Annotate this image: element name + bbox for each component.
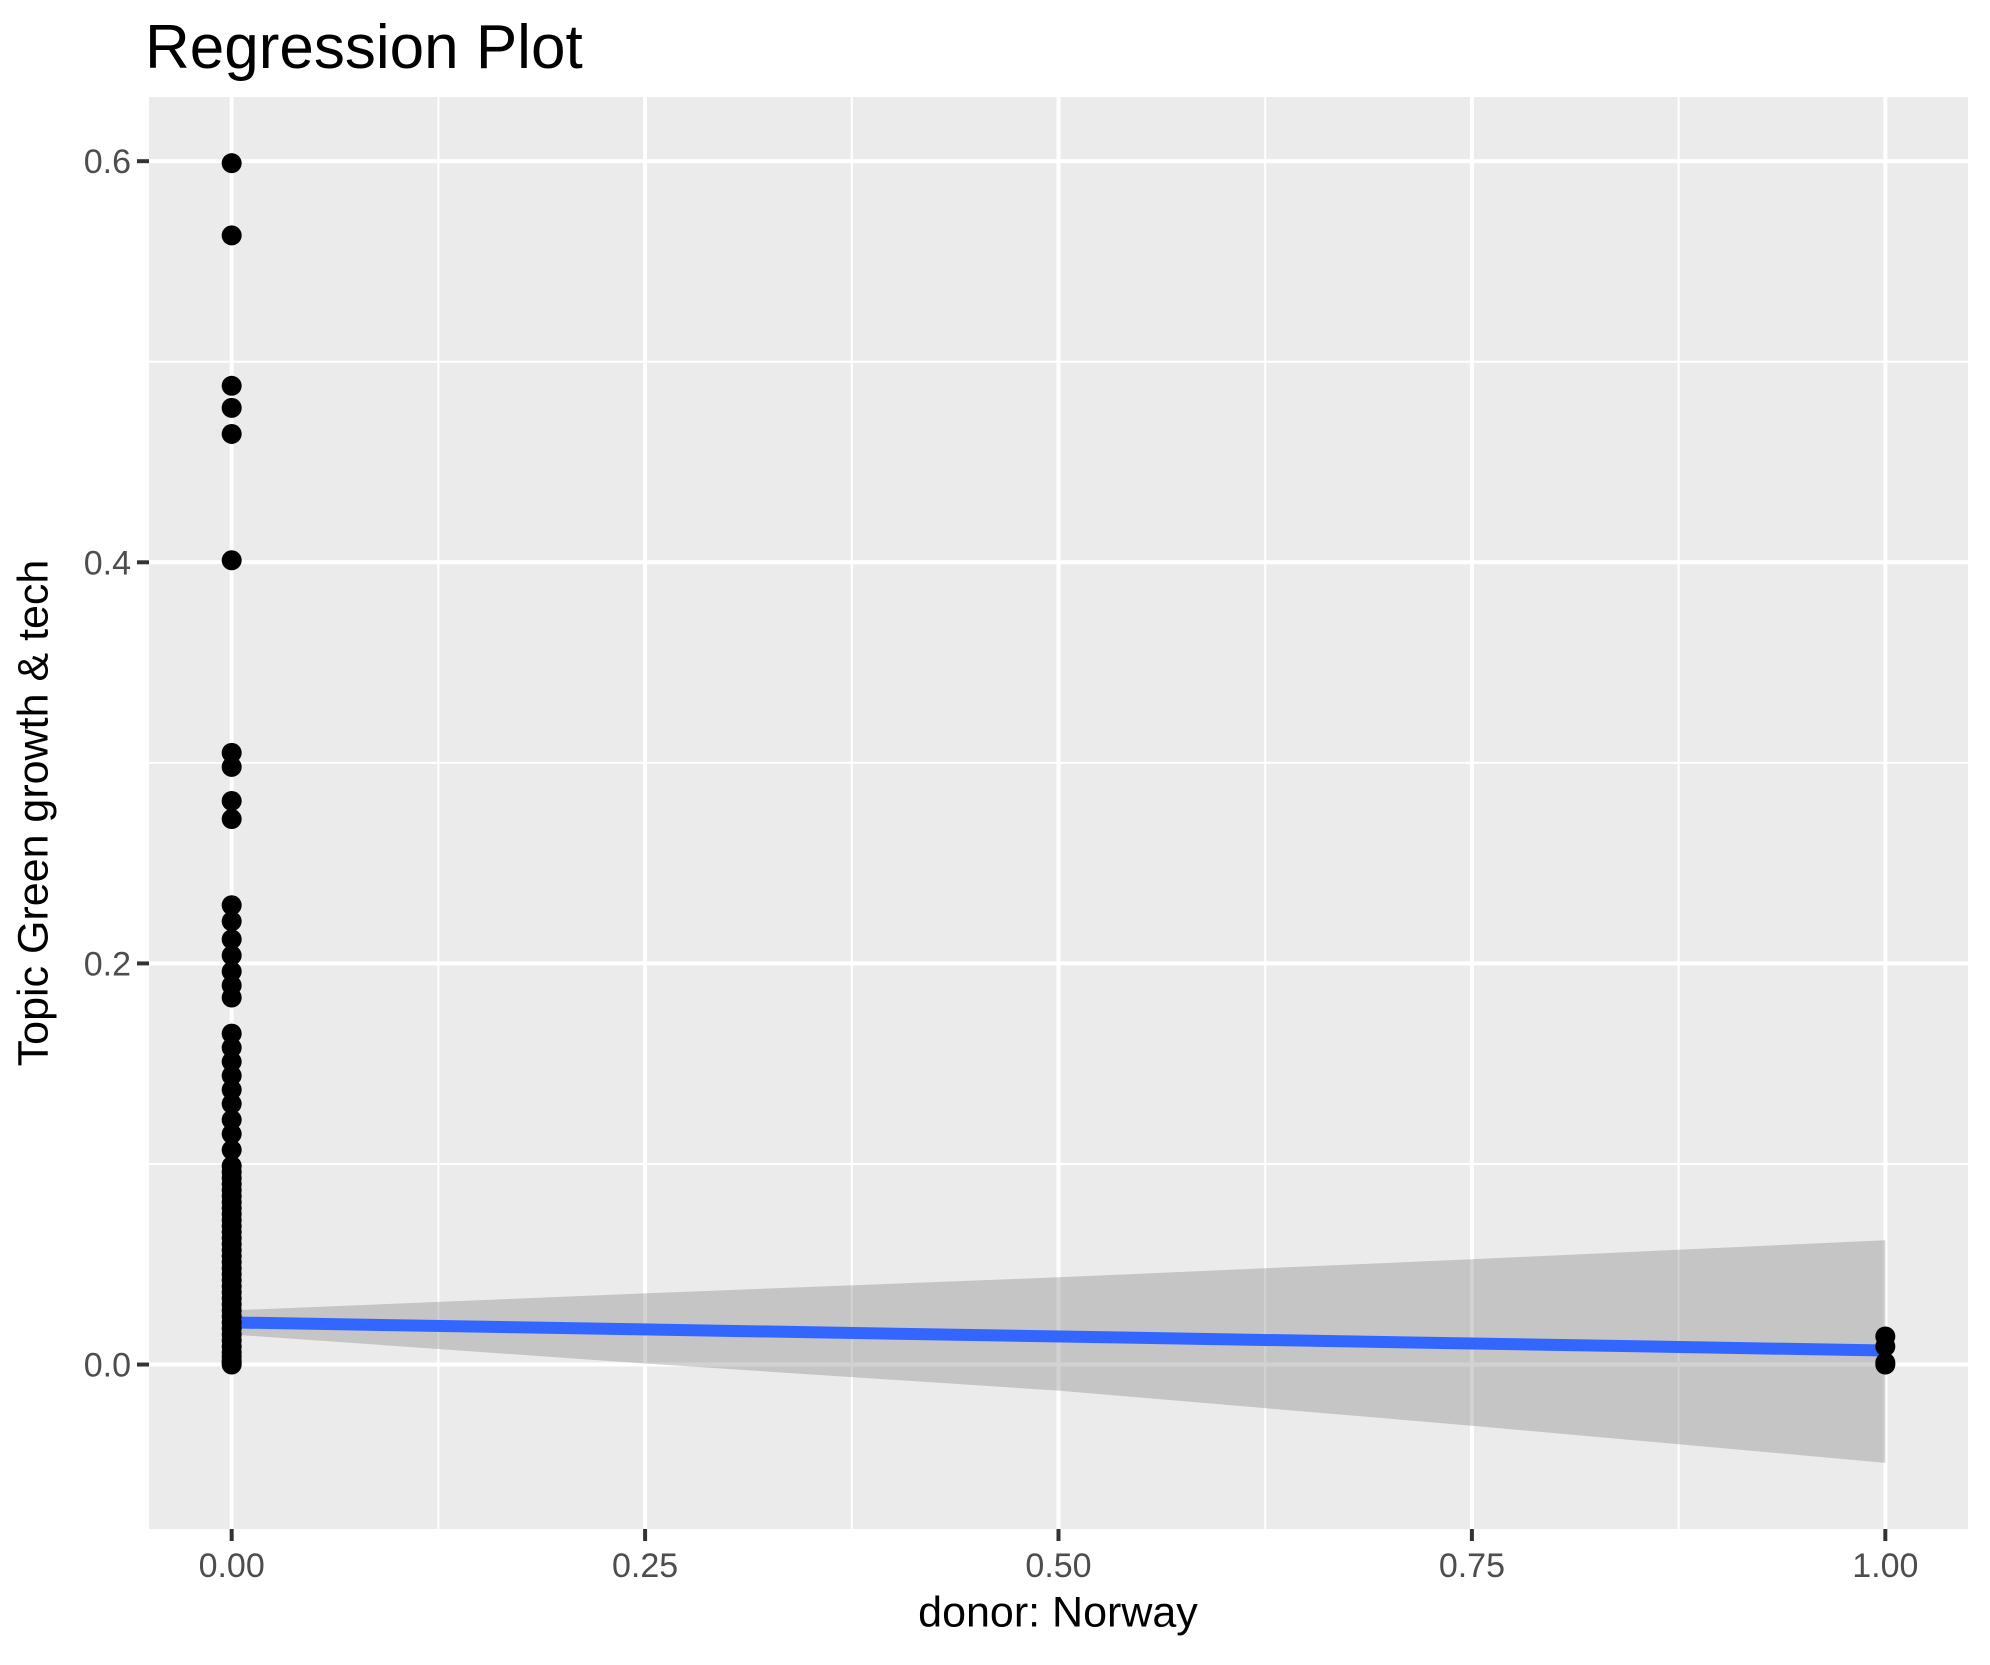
- data-point: [221, 809, 242, 830]
- data-point: [221, 1065, 242, 1086]
- data-point: [221, 153, 242, 174]
- data-point: [221, 756, 242, 777]
- data-point: [221, 895, 242, 916]
- data-point: [221, 1123, 242, 1144]
- data-point: [221, 1109, 242, 1130]
- data-point: [221, 987, 242, 1008]
- x-axis-title: donor: Norway: [918, 1588, 1198, 1637]
- regression-line: [231, 1316, 1886, 1357]
- y-axis-title: Topic Green growth & tech: [9, 559, 58, 1067]
- data-point: [221, 790, 242, 811]
- data-point: [221, 1051, 242, 1072]
- plot-title: Regression Plot: [145, 13, 583, 82]
- data-point: [221, 397, 242, 418]
- data-point: [1875, 1336, 1896, 1357]
- data-point: [221, 1079, 242, 1100]
- data-point: [221, 945, 242, 966]
- data-point: [221, 1037, 242, 1058]
- x-tick-label: 0.25: [612, 1547, 678, 1585]
- data-point: [221, 1023, 242, 1044]
- data-point: [221, 375, 242, 396]
- x-tick-label: 0.50: [1025, 1547, 1091, 1585]
- data-point: [221, 225, 242, 246]
- x-tick-label: 0.75: [1439, 1547, 1505, 1585]
- x-tick-label: 0.00: [199, 1547, 265, 1585]
- y-tick-label: 0.0: [84, 1347, 131, 1385]
- y-tick-label: 0.2: [84, 945, 131, 983]
- data-point: [221, 550, 242, 571]
- y-tick-label: 0.6: [84, 143, 131, 181]
- data-point: [221, 1354, 242, 1375]
- data-point: [221, 423, 242, 444]
- data-point: [221, 1139, 242, 1160]
- x-tick-label: 1.00: [1852, 1547, 1918, 1585]
- y-tick-label: 0.4: [84, 544, 131, 582]
- data-point: [221, 1093, 242, 1114]
- data-point: [221, 961, 242, 982]
- confidence-band: [231, 1240, 1886, 1463]
- data-point: [221, 742, 242, 763]
- data-point: [221, 911, 242, 932]
- data-point: [221, 929, 242, 950]
- data-point: [1875, 1354, 1896, 1375]
